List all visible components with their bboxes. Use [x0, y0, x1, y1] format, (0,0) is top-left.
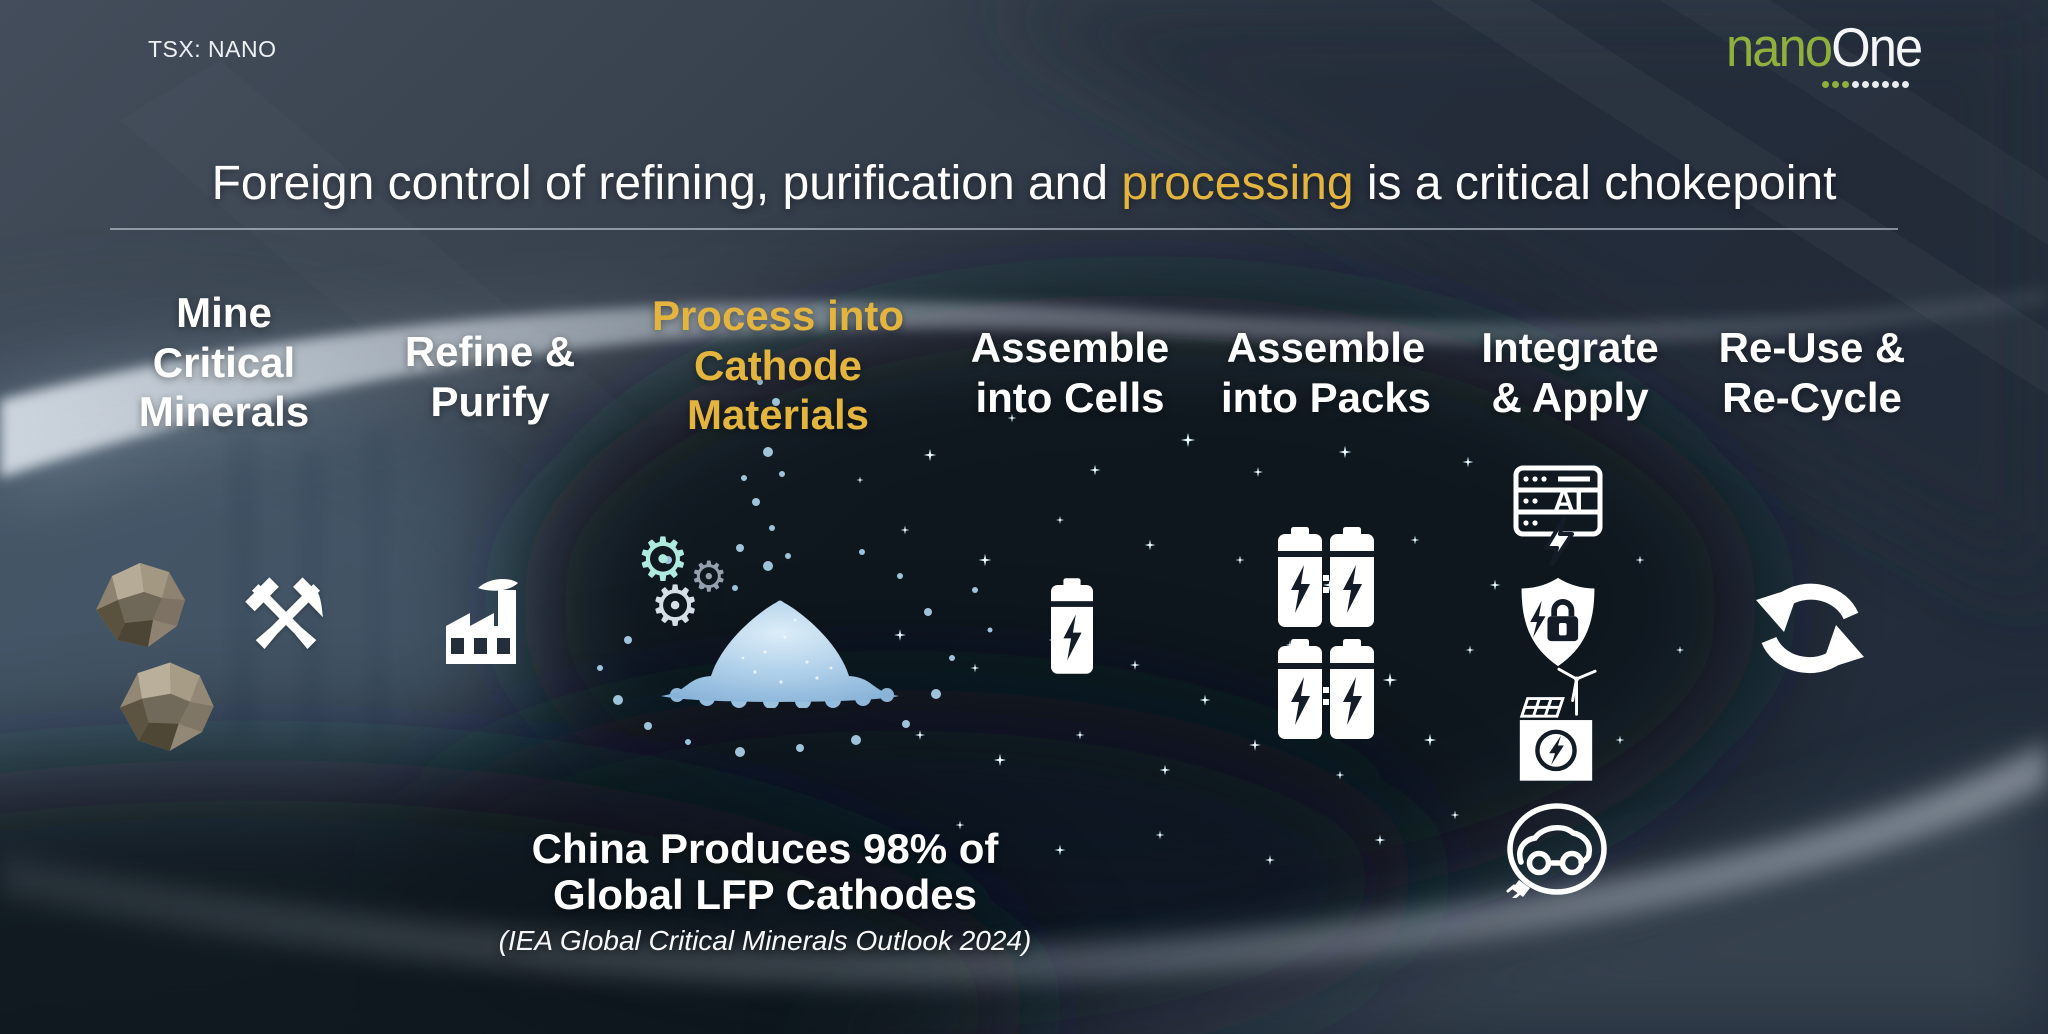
recycle-arrows-icon [1756, 583, 1864, 674]
title-highlight: processing [1121, 157, 1354, 210]
mineral-rocks-icon [96, 563, 214, 751]
stage-line: Process into [651, 292, 905, 339]
logo-part-one: One [1831, 16, 1923, 78]
stage-line: into Cells [975, 373, 1165, 421]
powder-particles [597, 379, 993, 757]
stage-line: Integrate [1481, 324, 1659, 371]
stage-line: Critical [152, 338, 296, 386]
stage-line: Assemble [970, 324, 1170, 371]
battery-pack-icon [1278, 527, 1374, 739]
factory-icon [446, 578, 518, 664]
title-pre: Foreign control of refining, purificatio… [211, 157, 1122, 210]
ticker-label: TSX: NANO [148, 36, 277, 62]
energy-storage-icon [1519, 667, 1597, 781]
stage-line: into Packs [1220, 373, 1432, 421]
callout-line1: China Produces 98% of [531, 825, 999, 872]
title-post: is a critical chokepoint [1353, 157, 1837, 210]
stage-line: Materials [686, 391, 870, 439]
stage-mine-critical-minerals: Mine Critical Minerals [74, 288, 374, 437]
cathode-powder-pile-icon [661, 600, 899, 708]
stage-line: Assemble [1226, 324, 1426, 371]
title-underline [110, 228, 1898, 230]
gear-icon: ⚙ [690, 553, 728, 600]
ai-label: AI [1553, 485, 1583, 518]
stage-assemble-cells: Assemble into Cells [920, 323, 1220, 422]
stage-process-cathode-materials: Process into Cathode Materials [628, 291, 928, 440]
stage-assemble-packs: Assemble into Packs [1176, 323, 1476, 422]
hammer-pick-icon: ⚒ [240, 560, 328, 670]
stage-integrate-apply: Integrate & Apply [1420, 323, 1720, 422]
battery-cell-icon [1051, 578, 1093, 674]
security-shield-icon [1521, 577, 1595, 667]
callout-line2: Global LFP Cathodes [553, 871, 977, 918]
stage-line: & Apply [1491, 373, 1649, 421]
gear-icon: ⚙ [650, 574, 701, 637]
ev-car-icon [1506, 803, 1607, 898]
stage-line: Mine [176, 289, 272, 336]
gear-icon: ⚙ [636, 526, 690, 593]
stage-refine-purify: Refine & Purify [340, 327, 640, 426]
callout-source: (IEA Global Critical Minerals Outlook 20… [498, 925, 1032, 956]
logo-part-nano: nano [1726, 16, 1833, 78]
logo-wordmark: nanoOne [1726, 20, 1923, 75]
ai-datacenter-icon: AI [1513, 465, 1603, 566]
stage-line: Cathode [694, 341, 862, 389]
company-logo: nanoOne [1726, 20, 1923, 88]
stage-line: Re-Cycle [1722, 373, 1902, 421]
stage-line: Refine & [404, 328, 576, 375]
stage-line: Purify [430, 377, 550, 425]
stage-line: Re-Use & [1718, 324, 1906, 371]
stage-line: Minerals [138, 388, 310, 436]
slide-title: Foreign control of refining, purificatio… [0, 156, 2048, 211]
logo-dots [1822, 81, 1916, 88]
china-lfp-callout: China Produces 98% of Global LFP Cathode… [415, 826, 1115, 957]
stage-reuse-recycle: Re-Use & Re-Cycle [1662, 323, 1962, 422]
